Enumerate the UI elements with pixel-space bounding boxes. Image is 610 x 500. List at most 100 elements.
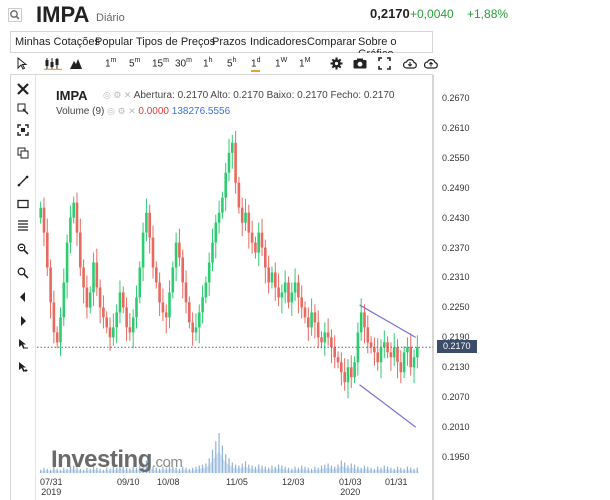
candle-body: [346, 367, 350, 383]
candle-body: [383, 342, 386, 348]
zoom-out-icon[interactable]: [17, 267, 29, 279]
price-change: +0,0040: [410, 7, 454, 21]
price-axis[interactable]: 0.2670 0.2610 0.2550 0.2490 0.2430 0.2370 0.23…: [433, 75, 477, 500]
rectangle-icon[interactable]: [17, 198, 29, 210]
candle-body: [158, 282, 161, 303]
candle-body: [102, 307, 105, 318]
cloud-save-icon[interactable]: [403, 57, 417, 70]
interval-1h[interactable]: 1h: [203, 57, 213, 70]
copy-icon[interactable]: [17, 147, 29, 159]
mountain-chart-icon[interactable]: [70, 58, 82, 69]
candle-body: [131, 317, 135, 333]
interval-30m[interactable]: 30m: [175, 57, 192, 70]
candle-body: [303, 307, 307, 318]
candle-body: [336, 357, 340, 363]
candle-body: [270, 272, 274, 283]
candle-body: [141, 232, 145, 268]
candle-body: [181, 257, 184, 283]
x-tick-label: 10/08: [157, 477, 180, 487]
candle-body: [340, 362, 343, 373]
interval-1w[interactable]: 1W: [275, 57, 288, 70]
candle-body: [244, 212, 247, 223]
y-tick-label: 0.2190: [442, 332, 470, 343]
trendline-icon[interactable]: [17, 175, 29, 187]
menu-minhas-cotacoes[interactable]: Minhas Cotações: [15, 36, 100, 48]
y-tick-label: 0.2430: [442, 212, 470, 223]
camera-icon[interactable]: [353, 58, 367, 69]
x-tick-label: 12/03: [282, 477, 305, 487]
candle-body: [92, 262, 95, 293]
candle-body: [316, 322, 320, 338]
candle-body: [217, 212, 221, 223]
fullscreen-icon[interactable]: [378, 57, 391, 70]
candle-body: [82, 267, 85, 288]
search-icon[interactable]: [8, 8, 22, 22]
fibonacci-icon[interactable]: [17, 219, 29, 231]
candle-body: [184, 282, 188, 303]
measure-icon[interactable]: [17, 243, 29, 255]
candle-body: [55, 332, 59, 343]
interval-1d[interactable]: 1d: [251, 57, 261, 73]
quote-header: IMPA Diário 0,2170 +0,0040 +1,88%: [0, 0, 610, 30]
x-tick-label: 01/31: [385, 477, 408, 487]
candle-body: [240, 207, 244, 223]
candle-body: [118, 292, 122, 313]
gear-icon[interactable]: [330, 57, 343, 70]
candle-body: [214, 222, 218, 243]
interval-1m[interactable]: 1m: [105, 57, 117, 70]
candle-body: [237, 182, 241, 208]
legend-volume-value1: 0.0000: [138, 106, 169, 117]
candle-body: [356, 332, 360, 363]
candle-body: [122, 292, 125, 308]
close-icon[interactable]: [17, 83, 29, 95]
menu-popular[interactable]: Popular: [95, 36, 133, 48]
menu-prazos[interactable]: Prazos: [212, 36, 247, 48]
interval-15m[interactable]: 15m: [152, 57, 169, 70]
candle-body: [402, 352, 406, 373]
menu-indicadores[interactable]: Indicadores: [250, 36, 307, 48]
candle-body: [297, 282, 300, 298]
candle-body: [234, 142, 237, 183]
candle-body: [396, 347, 399, 363]
interval-5h[interactable]: 5h: [227, 57, 237, 70]
y-tick-label: 0.2490: [442, 182, 470, 193]
last-price: 0,2170: [370, 6, 410, 21]
cursor-icon[interactable]: [17, 338, 29, 350]
candle-body: [204, 282, 208, 298]
candle-body: [105, 317, 108, 328]
legend-volume-tools-icon[interactable]: ◎ ⚙ ✕: [107, 106, 136, 116]
y-tick-label: 0.2010: [442, 422, 470, 433]
arrow-right-icon[interactable]: [17, 315, 29, 327]
cursor-reset-icon[interactable]: [17, 361, 29, 373]
candle-body: [98, 287, 102, 308]
candlestick-type-icon[interactable]: [44, 57, 62, 70]
candle-body: [300, 297, 303, 308]
chart-menu-bar: Minhas Cotações Popular Tipos de Preços …: [10, 31, 433, 60]
candle-body: [168, 292, 171, 318]
y-tick-label: 0.2070: [442, 392, 470, 403]
cloud-load-icon[interactable]: [424, 57, 438, 70]
fit-screen-icon[interactable]: [17, 124, 29, 136]
candle-body: [254, 242, 257, 253]
pointer-icon[interactable]: [16, 57, 28, 71]
menu-tipos-de-precos[interactable]: Tipos de Preços: [136, 36, 216, 48]
investing-logo: Investing.com: [51, 446, 183, 473]
candle-body: [188, 302, 191, 323]
candle-body: [112, 327, 115, 338]
price-chart[interactable]: [37, 75, 433, 500]
legend-eye-icon[interactable]: ◎ ⚙ ✕: [103, 90, 132, 100]
candle-body: [191, 322, 194, 333]
crosshair-zoom-icon[interactable]: [17, 103, 29, 115]
candle-body: [125, 307, 128, 328]
candle-body: [75, 202, 79, 233]
candle-body: [260, 232, 264, 248]
interval-1mo[interactable]: 1M: [299, 57, 311, 70]
menu-comparar[interactable]: Comparar: [307, 36, 356, 48]
interval-5m[interactable]: 5m: [129, 57, 141, 70]
arrow-left-icon[interactable]: [17, 291, 29, 303]
x-tick-label: 11/05: [226, 477, 248, 487]
candle-body: [366, 327, 370, 343]
channel-lower-line: [359, 384, 417, 428]
candle-body: [264, 247, 267, 268]
candle-body: [135, 297, 138, 318]
